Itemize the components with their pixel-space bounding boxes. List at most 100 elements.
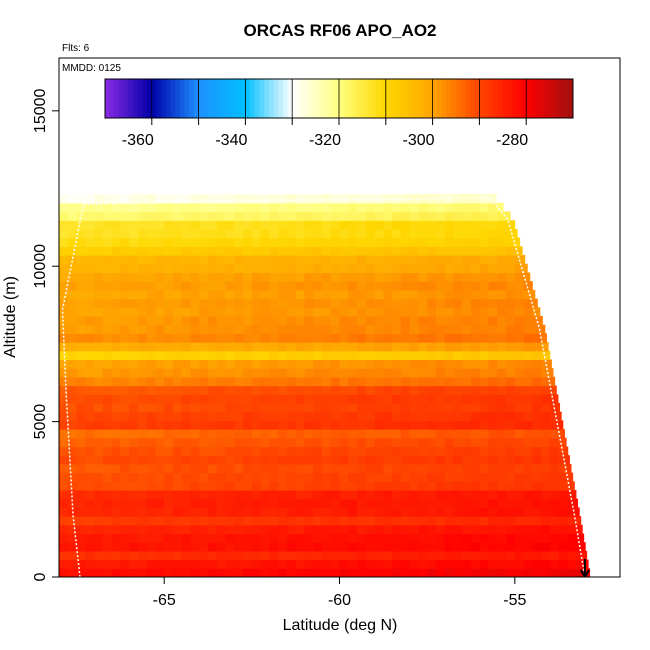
heatmap-cell xyxy=(225,463,235,474)
heatmap-cell xyxy=(374,324,384,334)
heatmap-cell xyxy=(330,472,341,482)
heatmap-cell xyxy=(94,507,104,517)
heatmap-cell xyxy=(374,402,384,413)
heatmap-cell xyxy=(409,255,419,265)
heatmap-cell xyxy=(357,246,367,256)
heatmap-cell xyxy=(260,368,270,378)
heatmap-cell xyxy=(313,246,323,256)
heatmap-cell xyxy=(383,568,393,577)
heatmap-cell xyxy=(120,324,130,334)
heatmap-cell xyxy=(313,455,323,465)
heatmap-cell xyxy=(251,394,262,404)
heatmap-cell xyxy=(225,498,235,508)
heatmap-cell xyxy=(400,498,411,508)
heatmap-cell xyxy=(76,481,86,491)
heatmap-cell xyxy=(146,498,157,508)
heatmap-cell xyxy=(208,333,218,343)
heatmap-cell xyxy=(374,350,384,361)
heatmap-cell xyxy=(85,220,95,230)
heatmap-cell xyxy=(409,568,419,577)
heatmap-cell xyxy=(339,211,349,221)
heatmap-cell xyxy=(67,342,78,352)
colorbar-tick-label: -360 xyxy=(122,132,154,149)
heatmap-cell xyxy=(137,342,148,352)
heatmap-cell xyxy=(506,255,516,265)
heatmap-cell xyxy=(418,237,428,247)
heatmap-cell xyxy=(295,559,306,569)
heatmap-cell xyxy=(462,524,472,535)
heatmap-cell xyxy=(313,359,323,369)
heatmap-cell xyxy=(208,202,218,213)
heatmap-cell xyxy=(330,255,341,265)
heatmap-cell xyxy=(453,289,463,300)
heatmap-cell xyxy=(278,298,288,308)
heatmap-cell xyxy=(164,298,174,308)
heatmap-cell xyxy=(321,420,332,430)
heatmap-cell xyxy=(172,568,183,577)
heatmap-cell xyxy=(409,281,419,291)
heatmap-cell xyxy=(269,333,279,343)
heatmap-cell xyxy=(155,524,165,535)
heatmap-cell xyxy=(225,489,235,500)
heatmap-cell xyxy=(172,333,183,343)
heatmap-cell xyxy=(216,568,227,577)
heatmap-cell xyxy=(541,542,551,552)
heatmap-cell xyxy=(164,385,174,395)
heatmap-cell xyxy=(172,420,183,430)
heatmap-cell xyxy=(59,446,69,456)
heatmap-cell xyxy=(146,324,157,334)
heatmap-cell xyxy=(400,376,411,387)
heatmap-cell xyxy=(304,211,314,221)
heatmap-cell xyxy=(269,307,279,317)
heatmap-cell xyxy=(225,446,235,456)
heatmap-cell xyxy=(514,420,525,430)
heatmap-cell xyxy=(383,446,393,456)
heatmap-cell xyxy=(392,542,402,552)
heatmap-cell xyxy=(374,568,384,577)
heatmap-cell xyxy=(418,437,428,448)
heatmap-cell xyxy=(102,359,113,369)
colorbar-segment xyxy=(212,79,218,118)
heatmap-cell xyxy=(234,324,244,334)
heatmap-cell xyxy=(304,324,314,334)
heatmap-cell xyxy=(251,568,262,577)
heatmap-cell xyxy=(164,402,174,413)
heatmap-cell xyxy=(304,394,314,404)
heatmap-cell xyxy=(225,263,235,274)
heatmap-cell xyxy=(427,246,437,256)
heatmap-cell xyxy=(392,376,402,387)
heatmap-cell xyxy=(357,533,367,543)
heatmap-cell xyxy=(497,472,507,482)
heatmap-cell xyxy=(365,315,376,326)
heatmap-cell xyxy=(392,333,402,343)
heatmap-cell xyxy=(479,237,490,247)
heatmap-cell xyxy=(532,315,542,326)
heatmap-cell xyxy=(541,324,546,334)
heatmap-cell xyxy=(59,220,69,230)
heatmap-cell xyxy=(400,272,411,282)
heatmap-cell xyxy=(67,385,78,395)
heatmap-cell xyxy=(76,429,86,439)
heatmap-cell xyxy=(470,298,481,308)
heatmap-cell xyxy=(479,533,490,543)
heatmap-cell xyxy=(392,324,402,334)
heatmap-cell xyxy=(85,402,95,413)
heatmap-cell xyxy=(479,324,490,334)
heatmap-cell xyxy=(453,542,463,552)
heatmap-cell xyxy=(392,202,402,213)
heatmap-cell xyxy=(339,394,349,404)
heatmap-cell xyxy=(339,237,349,247)
heatmap-cell xyxy=(278,516,288,526)
heatmap-cell xyxy=(532,298,538,308)
heatmap-cell xyxy=(199,228,209,239)
heatmap-cell xyxy=(102,559,113,569)
heatmap-cell xyxy=(76,394,86,404)
heatmap-cell xyxy=(506,498,516,508)
heatmap-cell xyxy=(243,516,253,526)
heatmap-cell xyxy=(444,307,455,317)
heatmap-cell xyxy=(383,542,393,552)
heatmap-cell xyxy=(120,315,130,326)
heatmap-cell xyxy=(549,489,560,500)
heatmap-cell xyxy=(225,524,235,535)
heatmap-cell xyxy=(208,524,218,535)
